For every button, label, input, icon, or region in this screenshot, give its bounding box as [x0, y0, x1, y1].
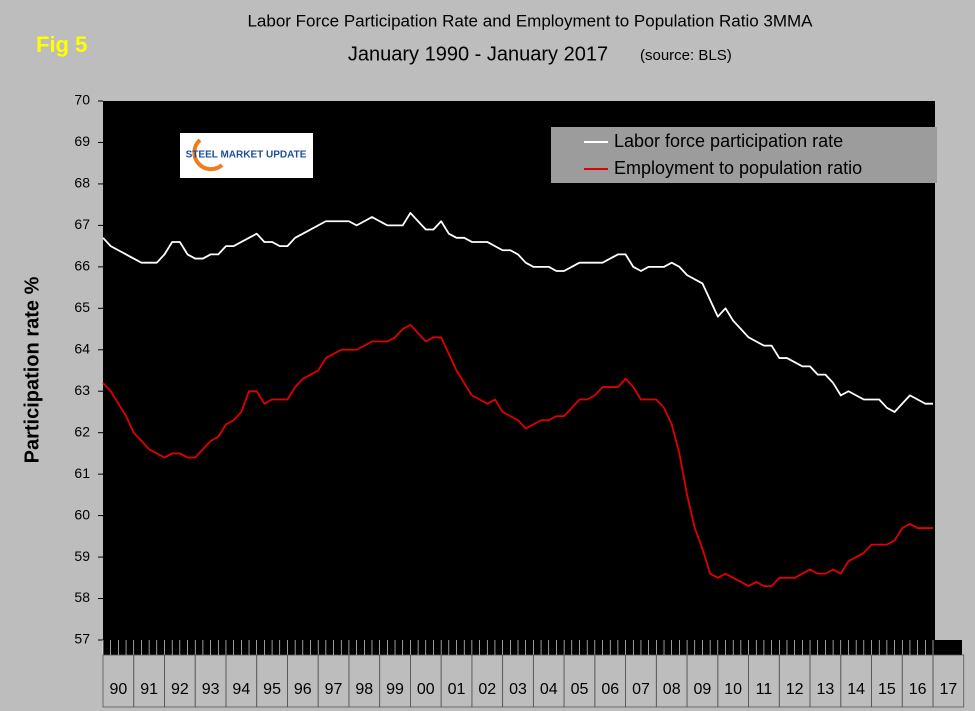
x-category-cell: [932, 654, 965, 708]
y-tick-label: 61: [74, 465, 90, 481]
logo-box: [180, 133, 313, 178]
x-tick-label: 94: [232, 681, 250, 698]
x-tick-label: 11: [756, 681, 773, 698]
x-tick-label: 09: [694, 681, 712, 698]
x-tick-label: 13: [817, 681, 835, 698]
x-tick-label: 15: [878, 681, 896, 698]
legend-label: Employment to population ratio: [614, 158, 862, 178]
y-tick-label: 58: [74, 589, 90, 605]
y-tick-label: 66: [74, 258, 90, 274]
x-tick-label: 90: [109, 681, 127, 698]
y-axis-label: Participation rate %: [21, 276, 43, 463]
x-tick-label: 05: [571, 681, 589, 698]
legend-box: [551, 127, 937, 183]
y-tick-label: 57: [74, 631, 90, 647]
series-line: [102, 212, 933, 413]
logo-text: STEEL MARKET UPDATE: [186, 150, 307, 161]
x-tick-label: 12: [786, 681, 804, 698]
plot-area: [103, 101, 935, 640]
y-tick-label: 59: [74, 548, 90, 564]
x-tick-label: 93: [202, 681, 220, 698]
source-note: (source: BLS): [640, 47, 732, 64]
x-tick-label: 02: [478, 681, 496, 698]
x-tick-label: 14: [847, 681, 865, 698]
x-tick-label: 08: [663, 681, 681, 698]
x-tick-label: 16: [909, 681, 927, 698]
y-tick-label: 67: [74, 216, 90, 232]
x-tick-label: 92: [171, 681, 189, 698]
x-tick-label: 06: [601, 681, 619, 698]
x-tick-label: 99: [386, 681, 404, 698]
x-tick-label: 03: [509, 681, 527, 698]
legend-label: Labor force participation rate: [614, 131, 843, 151]
y-tick-label: 69: [74, 133, 90, 149]
figure-label: Fig 5: [36, 32, 87, 57]
y-tick-label: 65: [74, 299, 90, 315]
x-tick-label: 96: [294, 681, 312, 698]
x-tick-label: 01: [448, 681, 466, 698]
x-tick-label: 17: [939, 681, 957, 698]
y-tick-label: 60: [74, 506, 90, 522]
series-line: [102, 323, 933, 587]
x-tick-label: 10: [724, 681, 742, 698]
x-tick-label: 97: [325, 681, 343, 698]
y-tick-label: 70: [74, 92, 90, 108]
x-tick-label: 98: [355, 681, 373, 698]
logo: STEEL MARKET UPDATE: [180, 133, 313, 178]
x-tick-label: 95: [263, 681, 281, 698]
y-tick-label: 63: [74, 382, 90, 398]
chart-title: Labor Force Participation Rate and Emplo…: [247, 11, 813, 30]
y-tick-label: 68: [74, 175, 90, 191]
x-tick-label: 91: [140, 681, 158, 698]
x-tick-strip: [103, 640, 962, 655]
x-tick-label: 07: [632, 681, 650, 698]
logo-swoosh: [192, 138, 224, 172]
x-tick-label: 00: [417, 681, 435, 698]
y-tick-label: 64: [74, 340, 90, 356]
y-tick-label: 62: [74, 423, 90, 439]
chart-subtitle: January 1990 - January 2017: [348, 43, 608, 65]
x-tick-label: 04: [540, 681, 558, 698]
